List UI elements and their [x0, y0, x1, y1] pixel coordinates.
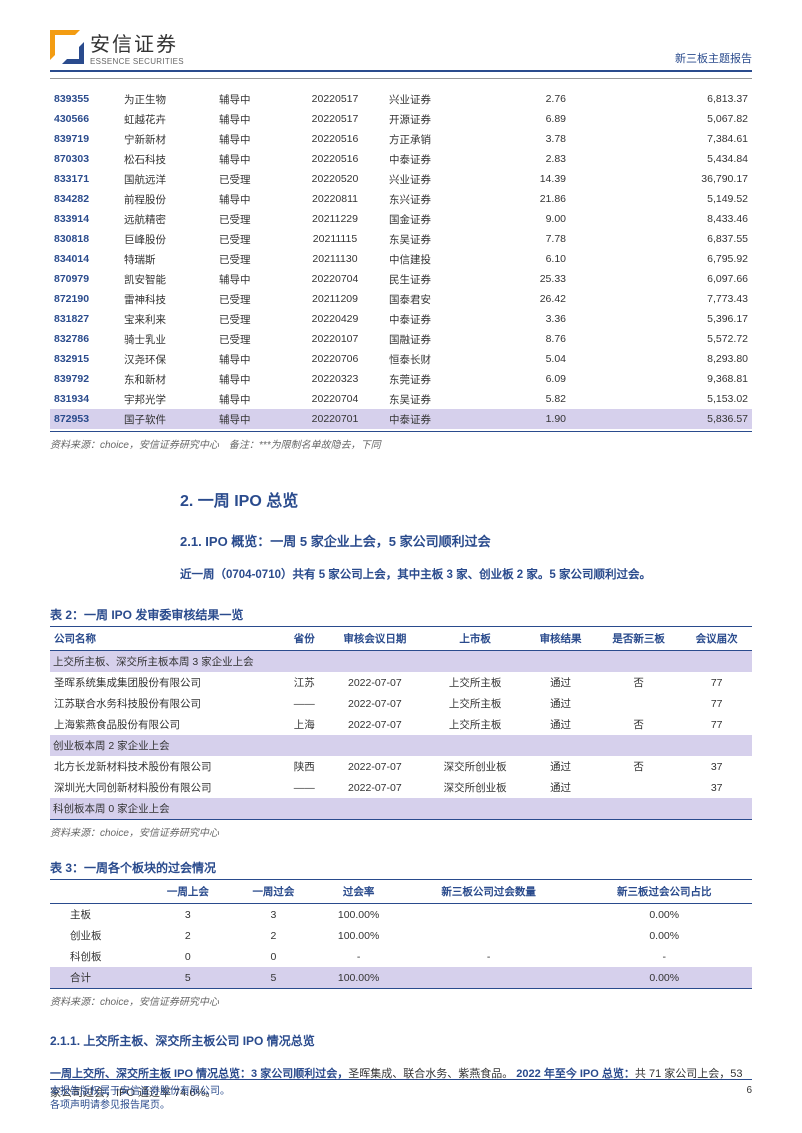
group-header: 创业板本周 2 家企业上会	[50, 735, 752, 756]
logo-text-cn: 安信证券	[90, 28, 184, 57]
logo: 安信证券 ESSENCE SECURITIES	[50, 28, 184, 66]
table-row: 834282前程股份辅导中20220811东兴证券21.865,149.52	[50, 189, 752, 209]
col-header: 审核会议日期	[325, 627, 425, 651]
table-row: 430566虹越花卉辅导中20220517开源证券6.895,067.82	[50, 109, 752, 129]
table3-caption: 表 3：一周各个板块的过会情况	[50, 859, 752, 876]
col-header: 一周过会	[231, 880, 317, 904]
table-row: 839792东和新材辅导中20220323东莞证券6.099,368.81	[50, 369, 752, 389]
footer-line-2: 各项声明请参见报告尾页。	[50, 1099, 230, 1113]
table-row: 872190雷神科技已受理20211209国泰君安26.427,773.43	[50, 289, 752, 309]
table-ipo-review: 公司名称省份审核会议日期上市板审核结果是否新三板会议届次 上交所主板、深交所主板…	[50, 626, 752, 819]
table-row: 科创板00---	[50, 946, 752, 967]
table-row: 圣晖系统集成集团股份有限公司江苏2022-07-07上交所主板通过否77	[50, 672, 752, 693]
table1-source: 资料来源：choice，安信证券研究中心 备注：***为限制名单故隐去，下同	[50, 436, 752, 451]
table-row: 870303松石科技辅导中20220516中泰证券2.835,434.84	[50, 149, 752, 169]
table-pass-rate: 一周上会一周过会过会率新三板公司过会数量新三板过会公司占比 主板33100.00…	[50, 880, 752, 988]
col-header	[50, 880, 145, 904]
header-subtitle: 新三板主题报告	[675, 50, 752, 66]
col-header: 审核结果	[525, 627, 596, 651]
col-header: 会议届次	[681, 627, 752, 651]
table-row: 上海紫燕食品股份有限公司上海2022-07-07上交所主板通过否77	[50, 714, 752, 735]
page-header: 安信证券 ESSENCE SECURITIES 新三板主题报告	[50, 28, 752, 72]
table-row: 深圳光大同创新材料股份有限公司——2022-07-07深交所创业板通过37	[50, 777, 752, 798]
table-row: 839355为正生物辅导中20220517兴业证券2.766,813.37	[50, 89, 752, 109]
group-header: 上交所主板、深交所主板本周 3 家企业上会	[50, 651, 752, 673]
col-header: 省份	[284, 627, 325, 651]
section-2-1-body: 近一周（0704-0710）共有 5 家公司上会，其中主板 3 家、创业板 2 …	[180, 566, 752, 582]
section-2-1-title: 2.1. IPO 概览：一周 5 家企业上会，5 家公司顺利过会	[180, 531, 752, 550]
col-header: 新三板过会公司占比	[576, 880, 752, 904]
table-row: 831934宇邦光学辅导中20220704东吴证券5.825,153.02	[50, 389, 752, 409]
footer-line-1: 本报告版权属于安信证券股份有限公司。	[50, 1085, 230, 1099]
table-row: 832786骑士乳业已受理20220107国融证券8.765,572.72	[50, 329, 752, 349]
col-header: 上市板	[425, 627, 525, 651]
table-row: 830818巨峰股份已受理20211115东吴证券7.786,837.55	[50, 229, 752, 249]
table-row: 833171国航远洋已受理20220520兴业证券14.3936,790.17	[50, 169, 752, 189]
table-row: 831827宝来利来已受理20220429中泰证券3.365,396.17	[50, 309, 752, 329]
col-header: 公司名称	[50, 627, 284, 651]
col-header: 一周上会	[145, 880, 231, 904]
table-row: 832915汉尧环保辅导中20220706恒泰长财5.048,293.80	[50, 349, 752, 369]
table-row: 江苏联合水务科技股份有限公司——2022-07-07上交所主板通过77	[50, 693, 752, 714]
section-2-title: 2. 一周 IPO 总览	[180, 487, 752, 511]
table-row: 839719宁新新材辅导中20220516方正承销3.787,384.61	[50, 129, 752, 149]
table-row: 北方长龙新材料技术股份有限公司陕西2022-07-07深交所创业板通过否37	[50, 756, 752, 777]
table-row: 创业板22100.00%0.00%	[50, 925, 752, 946]
page-footer: 本报告版权属于安信证券股份有限公司。 各项声明请参见报告尾页。 6	[50, 1079, 752, 1113]
table2-source: 资料来源：choice，安信证券研究中心	[50, 824, 752, 839]
logo-text-en: ESSENCE SECURITIES	[90, 57, 184, 66]
table-row: 833914远航精密已受理20211229国金证券9.008,433.46	[50, 209, 752, 229]
table-row: 834014特瑞斯已受理20211130中信建投6.106,795.92	[50, 249, 752, 269]
table3-source: 资料来源：choice，安信证券研究中心	[50, 993, 752, 1008]
table2-caption: 表 2：一周 IPO 发审委审核结果一览	[50, 606, 752, 623]
col-header: 过会率	[316, 880, 401, 904]
table-row: 主板33100.00%0.00%	[50, 904, 752, 926]
table-listings: 839355为正生物辅导中20220517兴业证券2.766,813.37430…	[50, 89, 752, 429]
table-row: 872953国子软件辅导中20220701中泰证券1.905,836.57	[50, 409, 752, 429]
page-number: 6	[746, 1085, 752, 1113]
group-header: 科创板本周 0 家企业上会	[50, 798, 752, 819]
section-2-1-1-title: 2.1.1. 上交所主板、深交所主板公司 IPO 情况总览	[50, 1032, 752, 1049]
table-row: 合计55100.00%0.00%	[50, 967, 752, 988]
logo-icon	[50, 30, 84, 64]
col-header: 是否新三板	[596, 627, 681, 651]
table-row: 870979凯安智能辅导中20220704民生证券25.336,097.66	[50, 269, 752, 289]
col-header: 新三板公司过会数量	[401, 880, 577, 904]
